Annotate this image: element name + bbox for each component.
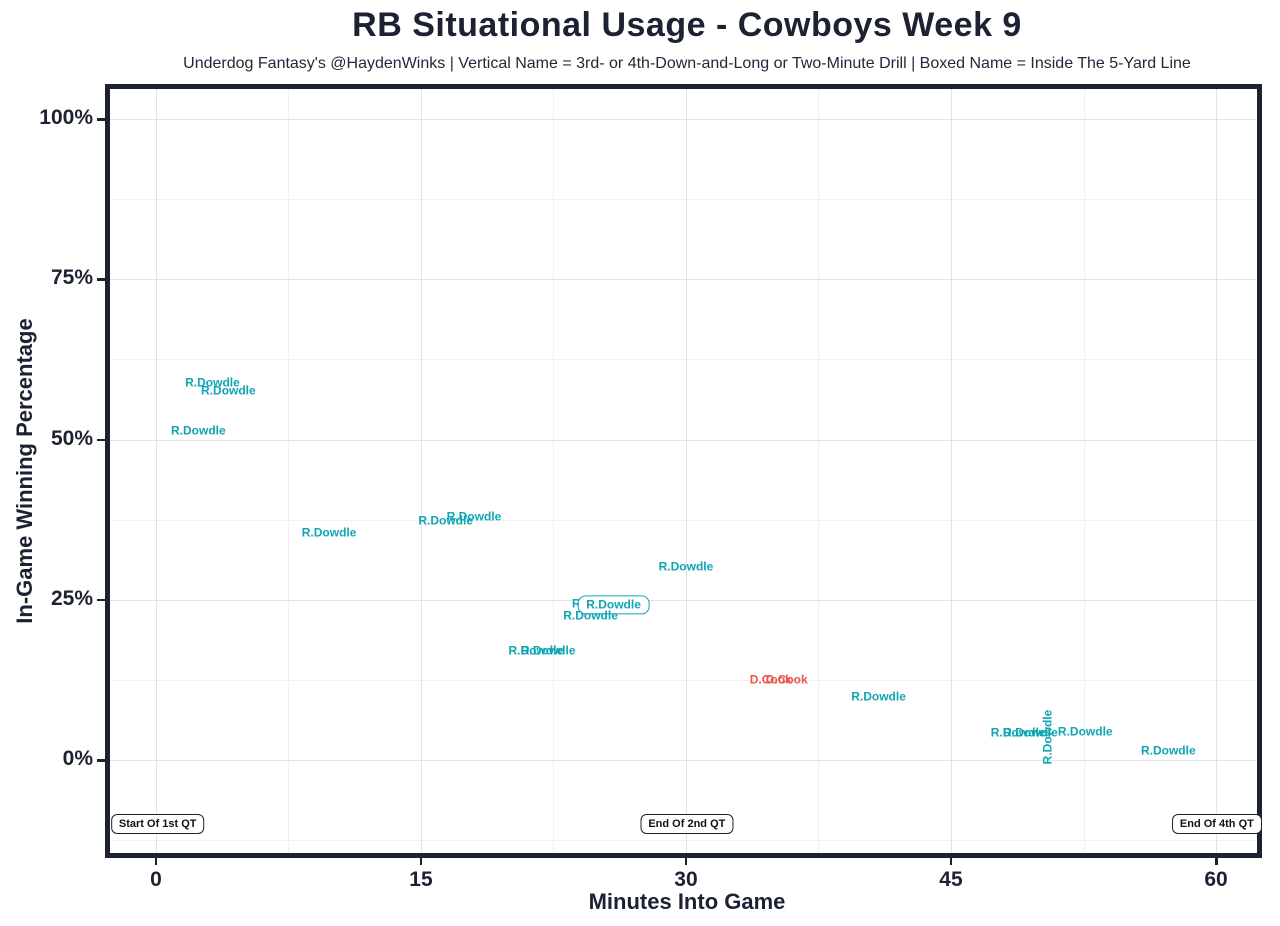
y-minor-gridline — [110, 840, 1257, 842]
data-point-label: R.Dowdle — [1057, 724, 1113, 739]
data-point-label: R.Dowdle — [520, 643, 576, 658]
y-tick-label: 50% — [50, 426, 93, 450]
quarter-annotation: End Of 4th QT — [1171, 814, 1262, 835]
data-point-label: R.Dowdle — [508, 643, 564, 658]
data-point-label: R.Dowdle — [577, 595, 650, 615]
data-point-label: R.Dowdle — [563, 608, 618, 623]
x-tick-label: 15 — [409, 868, 433, 891]
quarter-annotation: Start Of 1st QT — [110, 814, 205, 835]
quarter-annotation: End Of 2nd QT — [640, 814, 734, 835]
x-major-gridline — [155, 89, 157, 853]
y-tick-label: 75% — [50, 266, 93, 290]
x-major-gridline — [1216, 89, 1217, 853]
x-major-gridline — [420, 89, 422, 853]
plot-panel — [105, 84, 1262, 858]
y-major-gridline — [110, 599, 1257, 601]
y-axis-tick — [97, 759, 105, 762]
data-point-label: R.Dowdle — [1003, 725, 1058, 740]
x-axis-tick — [154, 858, 158, 865]
x-minor-gridline — [1083, 89, 1085, 853]
x-tick-label: 0 — [150, 868, 162, 891]
x-axis-title: Minutes Into Game — [588, 889, 786, 914]
y-major-gridline — [110, 119, 1257, 121]
x-axis-tick — [419, 858, 423, 865]
x-tick-label: 45 — [939, 868, 963, 891]
y-axis-tick — [97, 598, 105, 602]
chart-subtitle: Underdog Fantasy's @HaydenWinks | Vertic… — [183, 55, 1191, 72]
x-minor-gridline — [288, 89, 290, 853]
y-minor-gridline — [110, 199, 1257, 201]
y-major-gridline — [110, 439, 1257, 441]
data-point-label: D.Cook — [765, 672, 808, 687]
y-axis-title: In-Game Winning Percentage — [12, 318, 37, 624]
y-major-gridline — [110, 760, 1257, 762]
x-axis-tick — [1215, 858, 1218, 865]
y-axis-tick — [97, 438, 105, 442]
data-point-label: R.Dowdle — [658, 559, 714, 574]
x-major-gridline — [685, 89, 687, 853]
data-point-label: R.Dowdle — [990, 725, 1046, 740]
data-point-label: R.Dowdle — [301, 525, 357, 540]
data-point-label: R.Dowdle — [201, 383, 256, 398]
x-minor-gridline — [553, 89, 555, 853]
data-point-label: R.Dowdle — [185, 375, 240, 390]
x-tick-label: 30 — [674, 868, 698, 891]
x-minor-gridline — [818, 89, 820, 853]
chart-title: RB Situational Usage - Cowboys Week 9 — [352, 6, 1022, 44]
y-axis-tick — [97, 118, 105, 121]
data-point-label: R.Dowdle — [446, 509, 502, 524]
x-axis-tick — [949, 858, 953, 865]
x-axis-tick — [684, 858, 688, 865]
y-minor-gridline — [110, 679, 1257, 681]
y-minor-gridline — [110, 359, 1257, 361]
y-tick-label: 100% — [39, 106, 93, 130]
y-axis-tick — [97, 278, 105, 281]
y-tick-label: 0% — [62, 747, 93, 771]
data-point-label: D.Cook — [749, 672, 792, 687]
x-tick-label: 60 — [1204, 868, 1228, 891]
y-minor-gridline — [110, 519, 1257, 521]
data-point-label: R.Dowdle — [418, 513, 474, 528]
data-point-label: R.Dowdle — [170, 423, 226, 438]
y-tick-label: 25% — [50, 586, 93, 610]
x-major-gridline — [950, 89, 952, 853]
data-point-label: R.Dowdle — [1140, 743, 1196, 758]
data-point-label: R.Dowdle — [851, 689, 906, 704]
y-major-gridline — [110, 279, 1257, 281]
